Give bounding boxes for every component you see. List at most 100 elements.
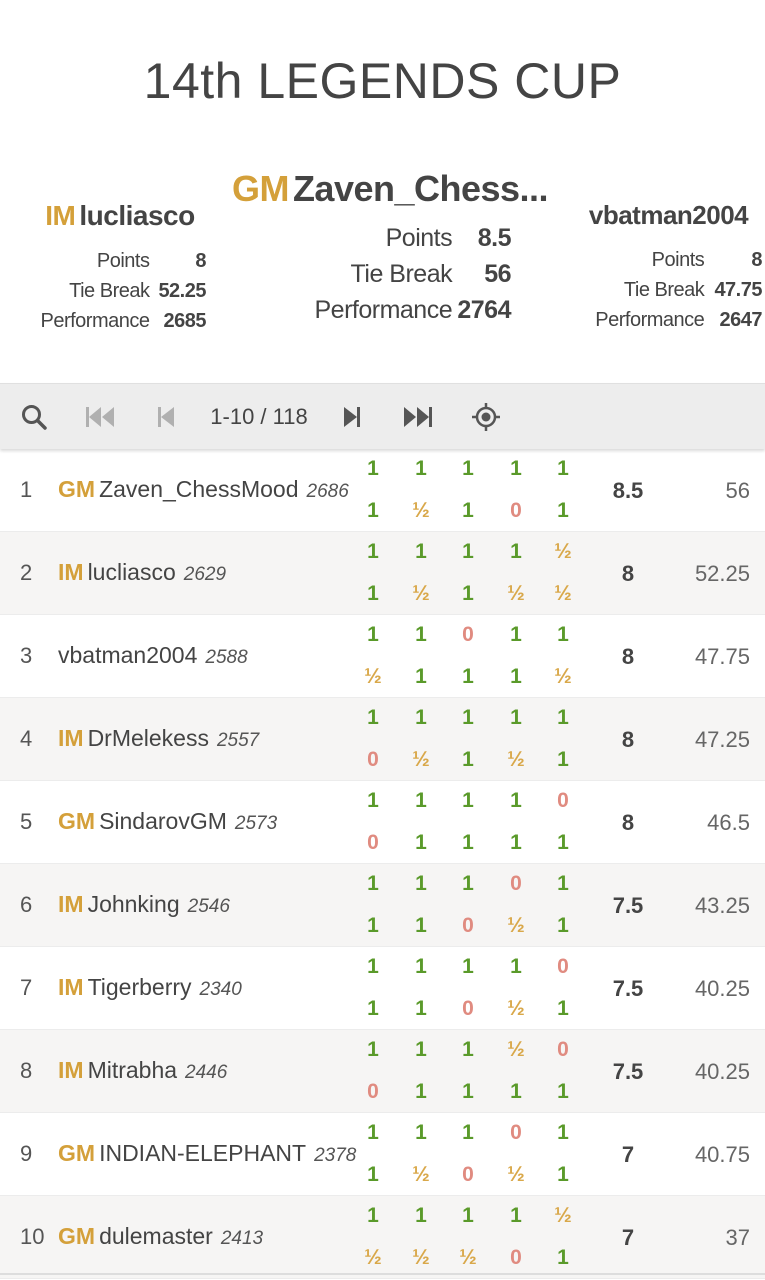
game-result[interactable]: 1 xyxy=(415,1038,427,1061)
game-result[interactable]: 1 xyxy=(510,623,522,646)
game-result[interactable]: 1 xyxy=(462,582,474,605)
game-result[interactable]: 1 xyxy=(367,955,379,978)
game-result[interactable]: 1 xyxy=(557,872,569,895)
game-result[interactable]: 1 xyxy=(557,706,569,729)
game-result[interactable]: ½ xyxy=(412,1163,430,1186)
game-result[interactable]: 0 xyxy=(462,623,474,646)
game-result[interactable]: ½ xyxy=(364,665,382,688)
game-result[interactable]: 1 xyxy=(462,706,474,729)
game-result[interactable]: 1 xyxy=(415,1121,427,1144)
game-result[interactable]: 1 xyxy=(510,789,522,812)
player-link[interactable]: IM Tigerberry 2340 xyxy=(58,974,242,1001)
game-result[interactable]: 1 xyxy=(462,748,474,771)
table-row[interactable]: 3 vbatman2004 2588 1 1 0 1 1 ½ 1 1 1 ½ 8 47.75 xyxy=(0,615,765,698)
game-result[interactable]: 0 xyxy=(367,831,379,854)
game-result[interactable]: 1 xyxy=(462,1204,474,1227)
game-result[interactable]: ½ xyxy=(507,748,525,771)
game-result[interactable]: 1 xyxy=(462,872,474,895)
game-result[interactable]: 1 xyxy=(557,748,569,771)
game-result[interactable]: 0 xyxy=(510,1246,522,1269)
game-result[interactable]: 1 xyxy=(510,1080,522,1103)
game-result[interactable]: 1 xyxy=(367,997,379,1020)
table-row[interactable]: 8 IM Mitrabha 2446 1 1 1 ½ 0 0 1 1 1 1 7.5 40.25 xyxy=(0,1030,765,1113)
game-result[interactable]: 1 xyxy=(462,665,474,688)
game-result[interactable]: 0 xyxy=(367,1080,379,1103)
player-link[interactable]: IM Mitrabha 2446 xyxy=(58,1057,227,1084)
game-result[interactable]: 1 xyxy=(557,1163,569,1186)
game-result[interactable]: 1 xyxy=(415,789,427,812)
table-row[interactable]: 7 IM Tigerberry 2340 1 1 1 1 0 1 1 0 ½ 1 7.5 40.25 xyxy=(0,947,765,1030)
player-link[interactable]: IM lucliasco 2629 xyxy=(58,559,226,586)
game-result[interactable]: 0 xyxy=(510,872,522,895)
game-result[interactable]: ½ xyxy=(507,582,525,605)
podium-third-name[interactable]: vbatman2004 xyxy=(572,200,765,231)
game-result[interactable]: 1 xyxy=(557,997,569,1020)
game-result[interactable]: 1 xyxy=(415,997,427,1020)
game-result[interactable]: ½ xyxy=(507,914,525,937)
game-result[interactable]: 1 xyxy=(462,1038,474,1061)
game-result[interactable]: 1 xyxy=(367,457,379,480)
game-result[interactable]: 0 xyxy=(510,499,522,522)
podium-first-name[interactable]: GM Zaven_Chess... xyxy=(225,168,555,210)
table-row[interactable]: 9 GM INDIAN-ELEPHANT 2378 1 1 1 0 1 1 ½ 0 ½ 1 7 40.75 xyxy=(0,1113,765,1196)
game-result[interactable]: 1 xyxy=(367,1204,379,1227)
game-result[interactable]: 1 xyxy=(462,1080,474,1103)
game-result[interactable]: 1 xyxy=(367,706,379,729)
game-result[interactable]: 0 xyxy=(557,955,569,978)
player-link[interactable]: GM SindarovGM 2573 xyxy=(58,808,277,835)
game-result[interactable]: 0 xyxy=(462,997,474,1020)
game-result[interactable]: 1 xyxy=(367,582,379,605)
game-result[interactable]: 1 xyxy=(557,1246,569,1269)
game-result[interactable]: 1 xyxy=(557,914,569,937)
podium-first[interactable]: GM Zaven_Chess... Points 8.5 Tie Break 56 P… xyxy=(225,168,555,328)
game-result[interactable]: 1 xyxy=(557,1121,569,1144)
next-page-icon[interactable] xyxy=(334,384,370,450)
game-result[interactable]: 0 xyxy=(462,914,474,937)
game-result[interactable]: 0 xyxy=(367,748,379,771)
game-result[interactable]: 1 xyxy=(462,540,474,563)
player-link[interactable]: IM DrMelekess 2557 xyxy=(58,725,259,752)
game-result[interactable]: 1 xyxy=(367,1038,379,1061)
game-result[interactable]: 1 xyxy=(367,914,379,937)
game-result[interactable]: 1 xyxy=(462,499,474,522)
game-result[interactable]: 1 xyxy=(367,499,379,522)
game-result[interactable]: ½ xyxy=(364,1246,382,1269)
game-result[interactable]: 1 xyxy=(367,789,379,812)
podium-second[interactable]: IM lucliasco Points 8 Tie Break 52.25 Perfo… xyxy=(20,200,220,336)
game-result[interactable]: ½ xyxy=(459,1246,477,1269)
game-result[interactable]: ½ xyxy=(554,1204,572,1227)
game-result[interactable]: 1 xyxy=(367,872,379,895)
table-row[interactable]: 1 GM Zaven_ChessMood 2686 1 1 1 1 1 1 ½ 1 0 1 8.5 56 xyxy=(0,449,765,532)
game-result[interactable]: ½ xyxy=(412,748,430,771)
game-result[interactable]: 1 xyxy=(557,1080,569,1103)
game-result[interactable]: 1 xyxy=(510,665,522,688)
game-result[interactable]: ½ xyxy=(412,499,430,522)
podium-third[interactable]: vbatman2004 Points 8 Tie Break 47.75 Perfo… xyxy=(572,200,765,335)
game-result[interactable]: 1 xyxy=(557,457,569,480)
game-result[interactable]: 1 xyxy=(415,540,427,563)
game-result[interactable]: 1 xyxy=(557,623,569,646)
game-result[interactable]: 1 xyxy=(510,1204,522,1227)
game-result[interactable]: 1 xyxy=(415,831,427,854)
game-result[interactable]: 1 xyxy=(510,457,522,480)
game-result[interactable]: 0 xyxy=(557,1038,569,1061)
game-result[interactable]: ½ xyxy=(507,997,525,1020)
game-result[interactable]: 0 xyxy=(462,1163,474,1186)
game-result[interactable]: 1 xyxy=(557,831,569,854)
locate-me-icon[interactable] xyxy=(466,384,506,450)
podium-second-name[interactable]: IM lucliasco xyxy=(20,200,220,232)
game-result[interactable]: 1 xyxy=(415,914,427,937)
game-result[interactable]: ½ xyxy=(554,540,572,563)
game-result[interactable]: ½ xyxy=(554,665,572,688)
player-link[interactable]: GM INDIAN-ELEPHANT 2378 xyxy=(58,1140,356,1167)
game-result[interactable]: 1 xyxy=(510,955,522,978)
game-result[interactable]: 1 xyxy=(415,1080,427,1103)
player-link[interactable]: vbatman2004 2588 xyxy=(58,642,248,669)
table-row[interactable]: 6 IM Johnking 2546 1 1 1 0 1 1 1 0 ½ 1 7.5 43.25 xyxy=(0,864,765,947)
game-result[interactable]: 1 xyxy=(510,706,522,729)
game-result[interactable]: 1 xyxy=(510,540,522,563)
game-result[interactable]: 1 xyxy=(367,1163,379,1186)
player-link[interactable]: GM Zaven_ChessMood 2686 xyxy=(58,476,349,503)
game-result[interactable]: ½ xyxy=(507,1163,525,1186)
table-row[interactable]: 10 GM dulemaster 2413 1 1 1 1 ½ ½ ½ ½ 0 1 7 37 xyxy=(0,1196,765,1279)
